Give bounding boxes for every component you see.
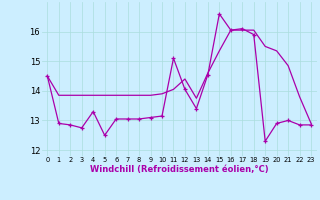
X-axis label: Windchill (Refroidissement éolien,°C): Windchill (Refroidissement éolien,°C) [90,165,268,174]
